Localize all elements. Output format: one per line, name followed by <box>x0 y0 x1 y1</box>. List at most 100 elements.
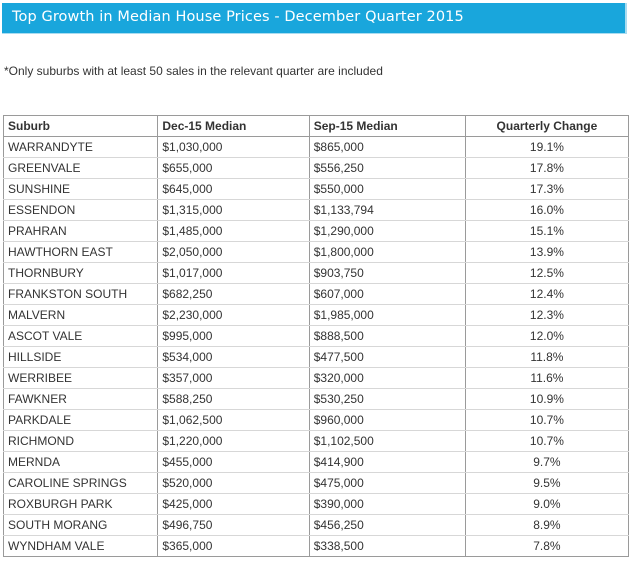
dec-median-cell: $1,315,000 <box>157 199 310 221</box>
column-header-suburb: Suburb <box>2 115 159 137</box>
table-row: PRAHRAN $1,485,000 $1,290,000 15.1% <box>2 220 630 242</box>
dec-median-cell: $357,000 <box>157 367 310 389</box>
table-header-row: Suburb Dec-15 Median Sep-15 Median Quart… <box>2 115 630 137</box>
dec-median-cell: $496,750 <box>157 514 310 536</box>
suburb-cell: ESSENDON <box>2 199 159 221</box>
table-body: WARRANDYTE $1,030,000 $865,000 19.1% GREENVA… <box>2 136 630 557</box>
suburb-cell: FAWKNER <box>2 388 159 410</box>
suburb-cell: SUNSHINE <box>2 178 159 200</box>
table-row: ESSENDON $1,315,000 $1,133,794 16.0% <box>2 199 630 221</box>
sep-median-cell: $903,750 <box>308 262 466 284</box>
quarterly-change-cell: 9.0% <box>464 493 630 515</box>
suburb-cell: WARRANDYTE <box>2 136 159 158</box>
quarterly-change-cell: 7.8% <box>464 535 630 557</box>
dec-median-cell: $1,220,000 <box>157 430 310 452</box>
sep-median-cell: $1,985,000 <box>308 304 466 326</box>
quarterly-change-cell: 16.0% <box>464 199 630 221</box>
column-header-sep-median: Sep-15 Median <box>308 115 466 137</box>
table-row: THORNBURY $1,017,000 $903,750 12.5% <box>2 262 630 284</box>
table-row: GREENVALE $655,000 $556,250 17.8% <box>2 157 630 179</box>
suburb-cell: WERRIBEE <box>2 367 159 389</box>
quarterly-change-cell: 15.1% <box>464 220 630 242</box>
table-row: WARRANDYTE $1,030,000 $865,000 19.1% <box>2 136 630 158</box>
quarterly-change-cell: 11.8% <box>464 346 630 368</box>
sep-median-cell: $530,250 <box>308 388 466 410</box>
sep-median-cell: $390,000 <box>308 493 466 515</box>
sep-median-cell: $865,000 <box>308 136 466 158</box>
quarterly-change-cell: 10.9% <box>464 388 630 410</box>
table-row: CAROLINE SPRINGS $520,000 $475,000 9.5% <box>2 472 630 494</box>
dec-median-cell: $1,017,000 <box>157 262 310 284</box>
suburb-cell: FRANKSTON SOUTH <box>2 283 159 305</box>
table-row: MALVERN $2,230,000 $1,985,000 12.3% <box>2 304 630 326</box>
page-title: Top Growth in Median House Prices - Dece… <box>12 9 464 25</box>
dec-median-cell: $655,000 <box>157 157 310 179</box>
footnote: *Only suburbs with at least 50 sales in … <box>4 64 383 78</box>
sep-median-cell: $607,000 <box>308 283 466 305</box>
quarterly-change-cell: 10.7% <box>464 430 630 452</box>
dec-median-cell: $534,000 <box>157 346 310 368</box>
dec-median-cell: $1,062,500 <box>157 409 310 431</box>
suburb-cell: HAWTHORN EAST <box>2 241 159 263</box>
dec-median-cell: $2,050,000 <box>157 241 310 263</box>
dec-median-cell: $1,485,000 <box>157 220 310 242</box>
dec-median-cell: $520,000 <box>157 472 310 494</box>
suburb-cell: ROXBURGH PARK <box>2 493 159 515</box>
sep-median-cell: $475,000 <box>308 472 466 494</box>
quarterly-change-cell: 11.6% <box>464 367 630 389</box>
suburb-cell: MERNDA <box>2 451 159 473</box>
table-row: SOUTH MORANG $496,750 $456,250 8.9% <box>2 514 630 536</box>
dec-median-cell: $995,000 <box>157 325 310 347</box>
quarterly-change-cell: 9.7% <box>464 451 630 473</box>
sep-median-cell: $477,500 <box>308 346 466 368</box>
quarterly-change-cell: 8.9% <box>464 514 630 536</box>
table-row: RICHMOND $1,220,000 $1,102,500 10.7% <box>2 430 630 452</box>
suburb-cell: SOUTH MORANG <box>2 514 159 536</box>
quarterly-change-cell: 17.3% <box>464 178 630 200</box>
table-row: WERRIBEE $357,000 $320,000 11.6% <box>2 367 630 389</box>
sep-median-cell: $550,000 <box>308 178 466 200</box>
quarterly-change-cell: 19.1% <box>464 136 630 158</box>
sep-median-cell: $1,800,000 <box>308 241 466 263</box>
table-row: MERNDA $455,000 $414,900 9.7% <box>2 451 630 473</box>
column-header-quarterly-change: Quarterly Change <box>464 115 630 137</box>
suburb-cell: PARKDALE <box>2 409 159 431</box>
quarterly-change-cell: 10.7% <box>464 409 630 431</box>
sep-median-cell: $456,250 <box>308 514 466 536</box>
title-banner: Top Growth in Median House Prices - Dece… <box>2 3 627 34</box>
median-prices-table: Suburb Dec-15 Median Sep-15 Median Quart… <box>2 115 630 557</box>
sep-median-cell: $338,500 <box>308 535 466 557</box>
table-row: HILLSIDE $534,000 $477,500 11.8% <box>2 346 630 368</box>
dec-median-cell: $682,250 <box>157 283 310 305</box>
quarterly-change-cell: 12.3% <box>464 304 630 326</box>
sep-median-cell: $320,000 <box>308 367 466 389</box>
quarterly-change-cell: 9.5% <box>464 472 630 494</box>
suburb-cell: PRAHRAN <box>2 220 159 242</box>
quarterly-change-cell: 12.5% <box>464 262 630 284</box>
sep-median-cell: $960,000 <box>308 409 466 431</box>
column-header-dec-median: Dec-15 Median <box>157 115 310 137</box>
quarterly-change-cell: 12.4% <box>464 283 630 305</box>
quarterly-change-cell: 13.9% <box>464 241 630 263</box>
sep-median-cell: $888,500 <box>308 325 466 347</box>
table-row: PARKDALE $1,062,500 $960,000 10.7% <box>2 409 630 431</box>
table-row: HAWTHORN EAST $2,050,000 $1,800,000 13.9% <box>2 241 630 263</box>
table-row: SUNSHINE $645,000 $550,000 17.3% <box>2 178 630 200</box>
table-row: FRANKSTON SOUTH $682,250 $607,000 12.4% <box>2 283 630 305</box>
suburb-cell: THORNBURY <box>2 262 159 284</box>
sep-median-cell: $556,250 <box>308 157 466 179</box>
table-row: FAWKNER $588,250 $530,250 10.9% <box>2 388 630 410</box>
sep-median-cell: $1,133,794 <box>308 199 466 221</box>
dec-median-cell: $2,230,000 <box>157 304 310 326</box>
suburb-cell: HILLSIDE <box>2 346 159 368</box>
table-row: ASCOT VALE $995,000 $888,500 12.0% <box>2 325 630 347</box>
dec-median-cell: $645,000 <box>157 178 310 200</box>
dec-median-cell: $425,000 <box>157 493 310 515</box>
suburb-cell: RICHMOND <box>2 430 159 452</box>
table-row: ROXBURGH PARK $425,000 $390,000 9.0% <box>2 493 630 515</box>
sep-median-cell: $1,102,500 <box>308 430 466 452</box>
quarterly-change-cell: 17.8% <box>464 157 630 179</box>
dec-median-cell: $365,000 <box>157 535 310 557</box>
sep-median-cell: $414,900 <box>308 451 466 473</box>
suburb-cell: GREENVALE <box>2 157 159 179</box>
